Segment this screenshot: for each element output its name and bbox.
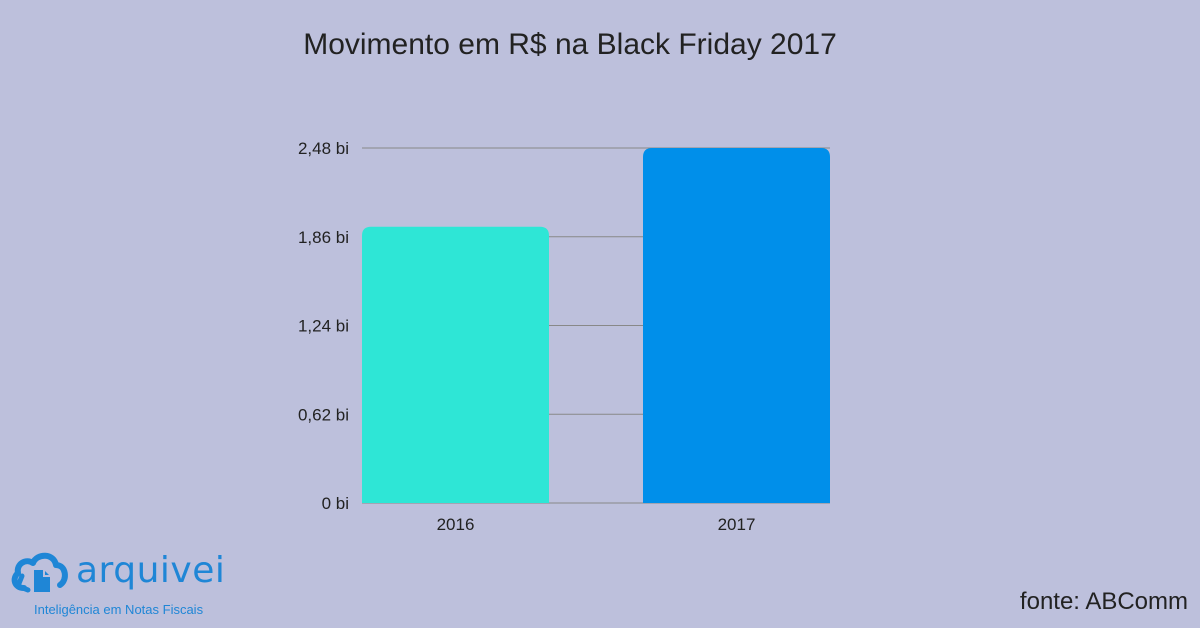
arquivei-logo: arquivei Inteligência em Notas Fiscais <box>10 548 230 620</box>
cloud-document-icon <box>11 552 68 593</box>
chart-title: Movimento em R$ na Black Friday 2017 <box>303 28 837 61</box>
y-tick-label: 2,48 bi <box>298 139 349 158</box>
logo-tagline: Inteligência em Notas Fiscais <box>34 602 204 617</box>
y-tick-label: 0 bi <box>322 494 349 513</box>
bar-2017 <box>643 148 830 503</box>
x-axis-ticks: 2016 2017 <box>437 515 756 534</box>
bars <box>362 148 830 503</box>
y-tick-label: 1,86 bi <box>298 228 349 247</box>
x-tick-label: 2016 <box>437 515 475 534</box>
logo-wordmark: arquivei <box>76 550 226 591</box>
y-axis-ticks: 0 bi 0,62 bi 1,24 bi 1,86 bi 2,48 bi <box>298 139 349 513</box>
bar-2016 <box>362 226 549 503</box>
x-tick-label: 2017 <box>718 515 756 534</box>
y-tick-label: 0,62 bi <box>298 405 349 424</box>
source-note: fonte: ABComm <box>1019 588 1188 615</box>
y-tick-label: 1,24 bi <box>298 317 349 336</box>
